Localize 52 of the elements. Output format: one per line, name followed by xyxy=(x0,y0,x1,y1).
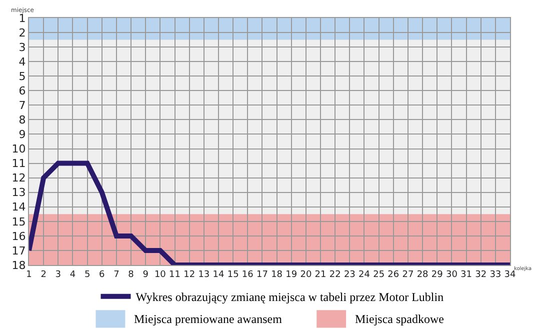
x-tick-label: 26 xyxy=(388,270,400,280)
x-tick-label: 25 xyxy=(373,270,385,280)
x-tick-label: 21 xyxy=(314,270,326,280)
y-tick-label: 5 xyxy=(18,70,26,83)
y-tick-label: 17 xyxy=(12,244,26,258)
legend-label: Miejsca premiowane awansem xyxy=(134,312,283,326)
y-tick-label: 13 xyxy=(12,186,26,200)
x-tick-label: 14 xyxy=(212,270,224,280)
x-tick-label: 27 xyxy=(402,270,414,280)
x-tick-label: 20 xyxy=(300,270,312,280)
x-tick-label: 18 xyxy=(271,270,283,280)
x-tick-label: 31 xyxy=(460,270,472,280)
x-tick-label: 32 xyxy=(475,270,487,280)
x-tick-label: 2 xyxy=(40,270,46,280)
x-tick-label: 28 xyxy=(416,270,429,280)
x-tick-label: 3 xyxy=(55,270,62,280)
legend-label: Miejsca spadkowe xyxy=(355,312,444,326)
x-tick-label: 16 xyxy=(242,270,254,280)
y-tick-label: 9 xyxy=(18,128,26,142)
x-tick-label: 10 xyxy=(154,270,166,280)
y-tick-label: 15 xyxy=(12,215,26,228)
y-tick-label: 4 xyxy=(18,55,26,68)
x-tick-label: 7 xyxy=(114,270,120,280)
x-tick-label: 6 xyxy=(99,270,106,280)
y-tick-label: 7 xyxy=(18,99,26,112)
x-tick-label: 19 xyxy=(286,270,298,280)
y-tick-label: 14 xyxy=(12,200,26,214)
x-tick-label: 29 xyxy=(431,270,444,280)
x-tick-label: 34 xyxy=(504,270,516,280)
x-tick-label: 11 xyxy=(169,270,180,280)
x-tick-label: 9 xyxy=(142,270,149,280)
y-tick-label: 11 xyxy=(12,157,26,170)
y-tick-label: 8 xyxy=(18,114,26,127)
x-tick-label: 17 xyxy=(256,270,268,280)
y-tick-label: 6 xyxy=(18,84,26,98)
x-tick-label: 23 xyxy=(344,270,356,280)
y-tick-label: 10 xyxy=(12,142,26,156)
x-tick-label: 5 xyxy=(84,270,90,280)
x-tick-label: 8 xyxy=(128,270,134,280)
x-tick-label: 24 xyxy=(358,270,370,280)
x-tick-label: 4 xyxy=(70,270,76,280)
y-tick-label: 2 xyxy=(18,26,26,40)
legend-label: Wykres obrazujący zmianę miejsca w tabeli przez Motor Lublin xyxy=(136,290,444,304)
y-tick-label: 16 xyxy=(12,230,26,243)
x-tick-label: 30 xyxy=(446,270,458,280)
x-tick-label: 33 xyxy=(490,270,502,280)
x-tick-label: 22 xyxy=(329,270,341,280)
x-tick-label: 13 xyxy=(198,270,210,280)
x-tick-label: 15 xyxy=(227,270,239,280)
y-tick-label: 3 xyxy=(18,40,26,54)
y-tick-label: 12 xyxy=(12,172,26,185)
x-tick-label: 12 xyxy=(184,270,196,280)
